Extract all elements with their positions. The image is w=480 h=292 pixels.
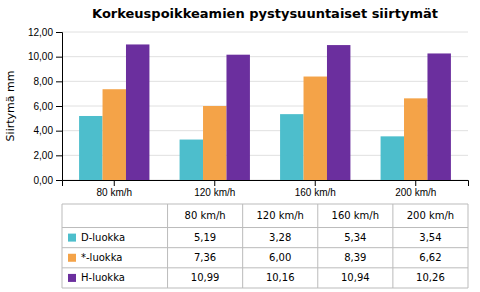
table-rule [62, 204, 63, 288]
tick-label: 2,00 [34, 150, 54, 161]
tick-mark [415, 180, 416, 186]
tick-mark [56, 106, 62, 107]
tick-mark [56, 180, 62, 181]
tick: 4,00 [34, 125, 62, 136]
table-cell: 10,16 [266, 272, 295, 283]
bar [79, 116, 102, 180]
grid-line [62, 81, 468, 82]
tick-label: 8,00 [34, 76, 54, 87]
table-row-label: H-luokka [81, 272, 125, 283]
table-rule [62, 288, 468, 289]
table-cell: 8,39 [344, 252, 366, 263]
tick-mark [214, 180, 215, 186]
table-rule [62, 227, 468, 228]
bar [203, 106, 226, 180]
tick: 80 km/h [96, 180, 132, 198]
table: 80 km/h 120 km/h 160 km/h 200 km/h D-luokka 5… [62, 204, 468, 288]
tick: 120 km/h [194, 180, 235, 198]
bar [180, 140, 203, 180]
tick-label: 80 km/h [96, 187, 132, 198]
table-header: 200 km/h [407, 210, 455, 221]
tick-mark [56, 57, 62, 58]
table-cell: 10,94 [341, 272, 370, 283]
plot: 0,00 2,00 4,00 6,00 8,00 10,00 12,00 80 km/h 120… [28, 27, 469, 198]
table-cell: 5,34 [344, 232, 366, 243]
table-rule [62, 247, 468, 248]
table-cell: 3,54 [419, 232, 441, 243]
tick: 10,00 [28, 51, 62, 62]
tick-label: 10,00 [28, 51, 53, 62]
tick: 12,00 [28, 27, 62, 38]
bar [126, 44, 149, 180]
table-cell: 5,19 [194, 232, 216, 243]
table-cell: 6,62 [419, 252, 441, 263]
table-rule [317, 204, 318, 288]
table-header: 80 km/h [185, 210, 226, 221]
legend-swatch [68, 234, 76, 242]
tick: 0,00 [34, 175, 62, 186]
tick: 2,00 [34, 150, 62, 161]
tick-mark [56, 81, 62, 82]
tick: 8,00 [34, 76, 62, 87]
bar [103, 89, 126, 180]
bars [79, 44, 451, 180]
tick-label: 6,00 [34, 101, 54, 112]
legend-swatch [68, 254, 76, 262]
bar [304, 77, 327, 180]
tick-mark [56, 155, 62, 156]
table-cell: 6,00 [269, 252, 291, 263]
grid-line [62, 32, 468, 33]
tick-mark [114, 180, 115, 186]
bar [404, 98, 427, 180]
table-cell: 3,28 [269, 232, 291, 243]
tick: 6,00 [34, 101, 62, 112]
tick-mark [56, 32, 62, 33]
table-row-label: D-luokka [81, 232, 125, 243]
grid [62, 32, 468, 180]
table-rule [392, 204, 393, 288]
bar [327, 45, 350, 180]
series [126, 44, 451, 180]
tick-mark [315, 180, 316, 186]
tick-label: 200 km/h [395, 187, 436, 198]
tick-label: 0,00 [34, 175, 54, 186]
table-cell: 7,36 [194, 252, 216, 263]
tick-label: 12,00 [28, 27, 53, 38]
bar [381, 136, 404, 180]
tick-mark [56, 131, 62, 132]
table-row-label: *-luokka [81, 252, 122, 263]
table-rule [242, 204, 243, 288]
axis-line [56, 33, 63, 181]
table-header: 120 km/h [256, 210, 304, 221]
tick-label: 120 km/h [194, 187, 235, 198]
axis-line [63, 181, 469, 187]
table-cell: 10,99 [191, 272, 220, 283]
table-rule [468, 204, 469, 288]
title: Korkeuspoikkeamien pystysuuntaiset siirt… [92, 6, 438, 21]
table-rule [62, 204, 468, 205]
tick: 160 km/h [295, 180, 336, 198]
tick: 200 km/h [395, 180, 436, 198]
bar [280, 114, 303, 180]
table-cell: 10,26 [416, 272, 445, 283]
tick-label: 4,00 [34, 125, 54, 136]
y-label: Siirtymä mm [4, 71, 17, 142]
table-rule [62, 267, 468, 268]
tick-label: 160 km/h [295, 187, 336, 198]
x-axis: 80 km/h 120 km/h 160 km/h 200 km/h [63, 180, 469, 198]
chart: Korkeuspoikkeamien pystysuuntaiset siirt… [0, 0, 480, 292]
y-axis: 0,00 2,00 4,00 6,00 8,00 10,00 12,00 [28, 27, 63, 186]
series [103, 77, 428, 180]
bar [427, 53, 450, 180]
legend-swatch [68, 274, 76, 282]
table-rule [167, 204, 168, 288]
table-header: 160 km/h [332, 210, 380, 221]
bar [226, 55, 249, 180]
grid-line [62, 56, 468, 57]
